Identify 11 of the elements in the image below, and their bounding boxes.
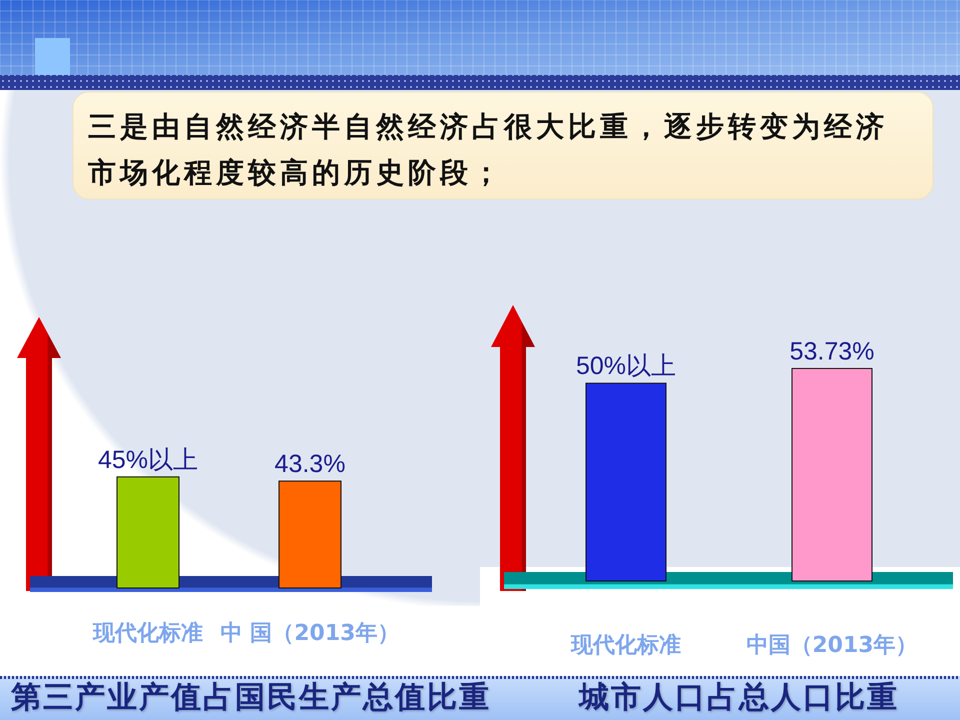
data-label: 43.3% (274, 450, 346, 478)
text: 第三产业产值占国民生产总值比重 (10, 680, 491, 715)
x-tick-label: 现代化标准 (570, 633, 681, 658)
data-label: 45%以上 (98, 446, 198, 474)
x-tick-label: 现代化标准 (92, 621, 203, 646)
x-tick-label: 中国（2013年） (746, 633, 918, 658)
text: 三是由自然经济半自然经济占很大比重，逐步转变为经济市场化程度较高的历史阶段； (87, 110, 888, 189)
data-label: 50%以上 (576, 352, 676, 380)
text: 城市人口占总人口比重 (577, 680, 899, 715)
x-tick-label: 中 国（2013年） (220, 621, 400, 646)
data-label: 53.73% (790, 337, 874, 366)
